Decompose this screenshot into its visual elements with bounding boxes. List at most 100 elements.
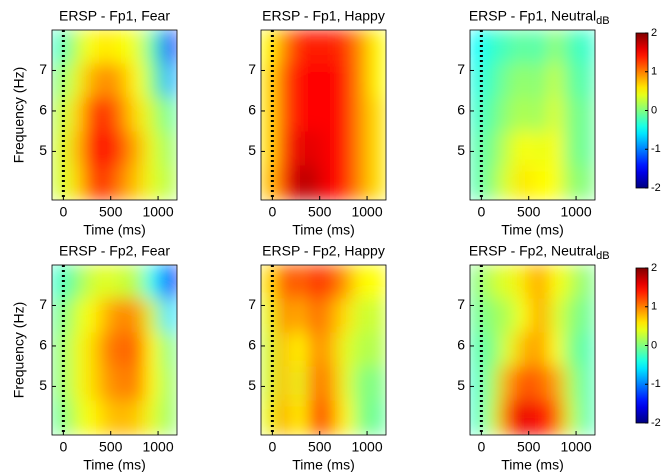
- heatmap-cell: [261, 332, 277, 368]
- heatmap-cell: [470, 63, 486, 99]
- heatmap-cell: [531, 165, 549, 200]
- heatmap-cell: [145, 400, 162, 435]
- x-tick-label: 500: [308, 204, 332, 220]
- heatmap-area: [52, 30, 177, 200]
- axes-frame: [260, 264, 387, 436]
- heatmap-cell: [338, 165, 356, 200]
- heatmap-cell: [98, 400, 115, 435]
- heatmap-cell: [369, 97, 386, 133]
- heatmap-cell: [82, 332, 100, 368]
- x-tick-label: 0: [477, 439, 485, 455]
- x-tick-label: 1000: [142, 439, 173, 455]
- heatmap-cell: [307, 366, 324, 402]
- heatmap-cell: [82, 366, 100, 402]
- heatmap-cell: [354, 30, 371, 65]
- heatmap-cell: [500, 332, 518, 368]
- heatmap-cell: [52, 30, 68, 65]
- x-tick-label: 1000: [560, 204, 591, 220]
- heatmap-cell: [322, 131, 340, 167]
- heatmap-cell: [563, 131, 580, 167]
- heatmap-cell: [275, 366, 293, 402]
- heatmap-cell: [531, 265, 549, 300]
- heatmap-cell: [369, 265, 386, 300]
- heatmap-cell: [547, 265, 565, 300]
- colorbar-tick-label: -1: [651, 143, 661, 155]
- heatmap-cell: [307, 165, 324, 200]
- x-tick-label: 500: [517, 204, 541, 220]
- heatmap-cell: [160, 298, 177, 334]
- heatmap-cell: [470, 400, 486, 435]
- heatmap-cell: [470, 30, 486, 65]
- heatmap-cells: [52, 30, 177, 200]
- heatmap-cell: [516, 400, 533, 435]
- heatmap-cell: [307, 265, 324, 300]
- heatmap-cell: [98, 366, 115, 402]
- heatmap-cell: [82, 97, 100, 133]
- heatmap-cell: [563, 332, 580, 368]
- heatmap-cell: [291, 298, 309, 334]
- heatmap-cell: [98, 165, 115, 200]
- heatmap-cell: [145, 366, 162, 402]
- x-tick-label: 500: [99, 204, 123, 220]
- heatmap-cells: [261, 265, 386, 435]
- heatmap-cell: [261, 30, 277, 65]
- heatmap-cell: [578, 131, 595, 167]
- heatmap-cell: [322, 30, 340, 65]
- heatmap-cell: [369, 165, 386, 200]
- x-tick-label: 0: [268, 204, 276, 220]
- heatmap-cell: [470, 265, 486, 300]
- heatmap-cell: [354, 165, 371, 200]
- y-tick-label: 6: [248, 102, 256, 118]
- heatmap-cell: [160, 63, 177, 99]
- heatmap-cell: [547, 97, 565, 133]
- heatmap-cell: [307, 63, 324, 99]
- axes-frame: [260, 29, 387, 201]
- heatmap-cell: [261, 366, 277, 402]
- heatmap-area: [261, 30, 386, 200]
- heatmap-cell: [354, 366, 371, 402]
- heatmap-cell: [338, 298, 356, 334]
- heatmap-cell: [578, 366, 595, 402]
- heatmap-cell: [500, 63, 518, 99]
- heatmap-cell: [113, 63, 131, 99]
- axes-frame: [51, 264, 178, 436]
- heatmap-cell: [484, 366, 502, 402]
- heatmap-cell: [578, 97, 595, 133]
- heatmap-cell: [470, 366, 486, 402]
- colorbar-tick-label: 2: [651, 262, 657, 274]
- x-axis-label: Time (ms): [501, 222, 563, 238]
- heatmap-cell: [354, 298, 371, 334]
- heatmap-cell: [113, 265, 131, 300]
- heatmap-cell: [578, 400, 595, 435]
- heatmap-cell: [160, 366, 177, 402]
- heatmap-cell: [98, 265, 115, 300]
- x-axis-label: Time (ms): [292, 457, 354, 472]
- heatmap-cell: [98, 63, 115, 99]
- y-tick-label: 7: [248, 296, 256, 312]
- heatmap-cell: [369, 63, 386, 99]
- heatmap-cell: [145, 165, 162, 200]
- axes-frame: [469, 29, 596, 201]
- colorbar-tick-label: 2: [651, 27, 657, 39]
- heatmap-cell: [484, 63, 502, 99]
- y-tick-label: 6: [457, 102, 465, 118]
- heatmap-cell: [338, 265, 356, 300]
- heatmap-cell: [291, 131, 309, 167]
- heatmap-cell: [113, 30, 131, 65]
- heatmap-cell: [275, 298, 293, 334]
- heatmap-cell: [547, 131, 565, 167]
- heatmap-cell: [145, 298, 162, 334]
- heatmap-cell: [66, 30, 84, 65]
- heatmap-cell: [322, 366, 340, 402]
- x-tick-label: 1000: [142, 204, 173, 220]
- heatmap-cell: [500, 298, 518, 334]
- heatmap-cell: [275, 165, 293, 200]
- heatmap-cell: [354, 97, 371, 133]
- heatmap-cell: [129, 265, 147, 300]
- heatmap-cell: [307, 332, 324, 368]
- heatmap-cell: [113, 298, 131, 334]
- colorbar-label: dB: [596, 15, 609, 27]
- heatmap-cell: [113, 165, 131, 200]
- heatmap-cell: [516, 97, 533, 133]
